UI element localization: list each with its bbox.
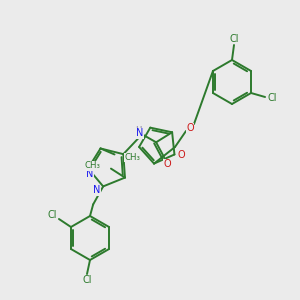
Text: N: N: [136, 128, 144, 138]
Text: Cl: Cl: [229, 34, 239, 44]
Text: N: N: [86, 169, 94, 179]
Text: Cl: Cl: [82, 275, 92, 285]
Text: N: N: [94, 185, 101, 195]
Text: O: O: [186, 123, 194, 133]
Text: H: H: [135, 126, 141, 135]
Text: CH₃: CH₃: [124, 153, 140, 162]
Text: CH₃: CH₃: [85, 161, 101, 170]
Text: Cl: Cl: [267, 93, 277, 103]
Text: Cl: Cl: [47, 210, 57, 220]
Text: O: O: [178, 149, 185, 160]
Text: O: O: [163, 159, 171, 169]
